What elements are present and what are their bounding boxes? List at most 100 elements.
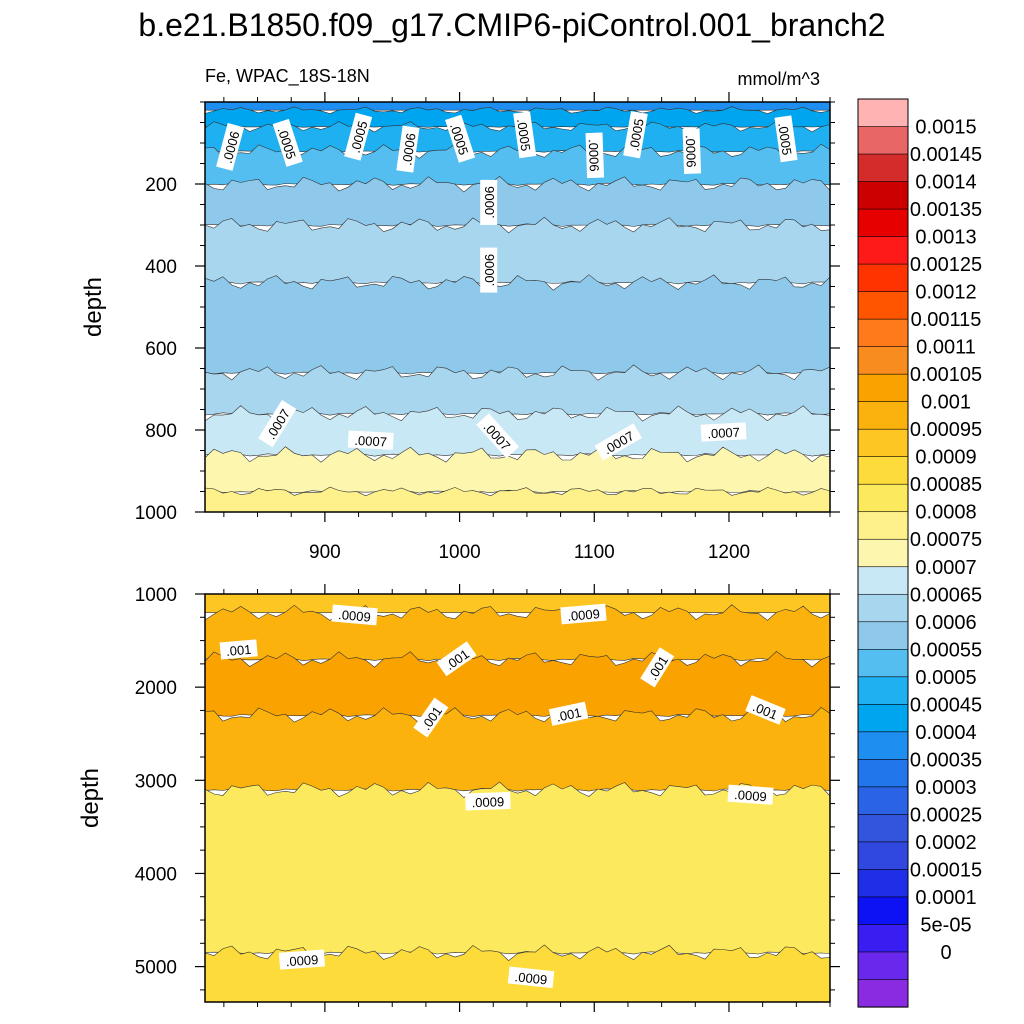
- colorbar-tick-label: 0: [940, 942, 951, 964]
- upper-y-tick-label: 1000: [135, 503, 177, 524]
- lower-contour-label-text: .001: [225, 642, 252, 659]
- lower-y-axis-label: depth: [77, 768, 104, 828]
- colorbar-swatch: [857, 924, 909, 953]
- colorbar-tick-label: 0.0012: [915, 282, 976, 304]
- colorbar-swatch: [857, 896, 909, 926]
- colorbar-swatch: [857, 951, 909, 981]
- colorbar-swatch: [857, 979, 909, 1008]
- lower-plot-frame: [204, 593, 831, 1003]
- colorbar-tick-label: 0.0013: [915, 227, 976, 249]
- upper-contour-band: [205, 216, 830, 285]
- colorbar-tick-label: 0.0005: [915, 667, 976, 689]
- lower-contour-label: .001: [219, 639, 258, 660]
- colorbar-tick-label: 0.00025: [910, 804, 982, 826]
- upper-contour-label-text: .0007: [707, 425, 740, 442]
- colorbar-tick-label: 0.0011: [916, 337, 976, 359]
- upper-contour-label: .0006: [682, 128, 702, 174]
- colorbar-tick-label: 0.00145: [910, 144, 982, 166]
- colorbar-swatch: [857, 318, 909, 348]
- colorbar-tick-label: 0.00135: [910, 199, 982, 221]
- upper-contour-label: .0006: [585, 132, 605, 179]
- lower-y-tick-label: 4000: [135, 864, 177, 885]
- colorbar-swatch: [857, 456, 909, 485]
- lower-panel: .0009.0009.001.001.001.001.001.001.0009.…: [77, 584, 840, 1012]
- lower-y-tick-label: 3000: [135, 771, 177, 792]
- upper-y-tick-label: 400: [145, 257, 177, 278]
- colorbar-swatch: [857, 759, 909, 788]
- colorbar-swatch: [857, 841, 909, 871]
- lower-contour-label: .0009: [507, 966, 555, 989]
- colorbar-tick-label: 0.00125: [910, 254, 982, 276]
- colorbar-swatch: [857, 346, 909, 375]
- upper-y-tick-label: 200: [145, 175, 177, 196]
- colorbar-tick-label: 0.00055: [910, 639, 982, 661]
- colorbar-tick-label: 0.001: [921, 392, 971, 414]
- variable-label: Fe, WPAC_18S-18N: [205, 66, 370, 87]
- lower-contour-label-text: .0009: [734, 787, 768, 804]
- colorbar-swatch: [857, 483, 909, 513]
- colorbar-tick-label: 0.0006: [915, 612, 976, 634]
- upper-contour-label-text: .0006: [482, 186, 497, 219]
- colorbar-tick-label: 0.00115: [911, 309, 982, 331]
- lower-contour-label: .0009: [331, 604, 378, 626]
- colorbar-swatch: [857, 649, 909, 678]
- colorbar-swatch: [857, 291, 909, 320]
- colorbar-tick-label: 0.0001: [915, 887, 976, 909]
- colorbar-swatch: [857, 511, 909, 540]
- colorbar-swatch: [857, 428, 909, 458]
- colorbar-swatch: [857, 593, 909, 623]
- colorbar-tick-label: 0.0008: [915, 502, 976, 524]
- upper-contour-label: .0006: [396, 125, 420, 173]
- colorbar-tick-label: 0.00035: [910, 749, 982, 771]
- lower-contour-label: .0009: [560, 603, 607, 625]
- lower-contour-band: [205, 781, 830, 955]
- upper-y-tick-label: 800: [145, 421, 177, 442]
- colorbar-swatch: [857, 869, 909, 898]
- colorbar-swatch: [857, 181, 909, 210]
- upper-contour-label-text: .0005: [626, 118, 646, 153]
- colorbar-tick-label: 0.0004: [915, 722, 976, 744]
- upper-contour-label-text: .0006: [482, 254, 497, 287]
- lower-contour-label-text: .0009: [471, 794, 504, 810]
- colorbar-frame: [857, 98, 909, 1008]
- colorbar-tick-label: 0.00095: [910, 419, 982, 441]
- colorbar-swatch: [857, 566, 909, 595]
- colorbar-swatch: [857, 704, 909, 733]
- lower-contour-band: [205, 707, 830, 792]
- colorbar-swatch: [857, 208, 909, 238]
- lower-contour-label-text: .0009: [567, 606, 601, 624]
- lower-contour-label-text: .0009: [285, 952, 319, 969]
- lower-y-tick-label: 5000: [135, 958, 177, 979]
- units-label: mmol/m^3: [738, 69, 820, 89]
- colorbar-tick-label: 0.0015: [915, 117, 976, 139]
- colorbar-swatch: [857, 538, 909, 568]
- upper-contour-label: .0006: [480, 247, 498, 293]
- colorbar-tick-label: 0.00045: [910, 694, 982, 716]
- colorbar-tick-label: 0.00015: [910, 859, 982, 881]
- upper-panel: .0006.0005.0005.0006.0005.0005.0006.0005…: [80, 92, 840, 563]
- upper-contour-label: .0005: [774, 115, 798, 163]
- lower-contour-label: .0009: [727, 784, 774, 805]
- upper-contour-label: .0005: [623, 111, 648, 159]
- upper-contour-label: .0007: [347, 430, 394, 450]
- lower-contour-label: .0009: [278, 949, 326, 970]
- colorbar: 0.0015 0.00145 0.0014 0.00135 0.0013 0.00125 0…: [857, 98, 982, 1008]
- colorbar-swatch: [857, 236, 909, 265]
- upper-contour-label: .0007: [700, 422, 747, 442]
- colorbar-swatch: [857, 263, 909, 293]
- colorbar-tick-label: 0.00085: [910, 474, 982, 496]
- lower-contour-band: [205, 604, 830, 662]
- upper-contour-band: [205, 486, 830, 512]
- upper-x-tick-label: 1100: [574, 542, 615, 563]
- figure-title: b.e21.B1850.f09_g17.CMIP6-piControl.001_…: [138, 7, 885, 43]
- upper-y-tick-label: 600: [145, 339, 177, 360]
- colorbar-swatch: [857, 401, 909, 430]
- colorbar-tick-label: 0.0002: [915, 832, 976, 854]
- colorbar-swatch: [857, 786, 909, 815]
- upper-x-tick-label: 1200: [708, 542, 750, 563]
- lower-contour-label-text: .001: [555, 705, 583, 725]
- upper-contour-label-text: .0006: [399, 132, 418, 166]
- colorbar-tick-label: 0.00105: [910, 364, 982, 386]
- upper-x-tick-label: 900: [309, 542, 341, 563]
- upper-contour-fill: [205, 102, 830, 512]
